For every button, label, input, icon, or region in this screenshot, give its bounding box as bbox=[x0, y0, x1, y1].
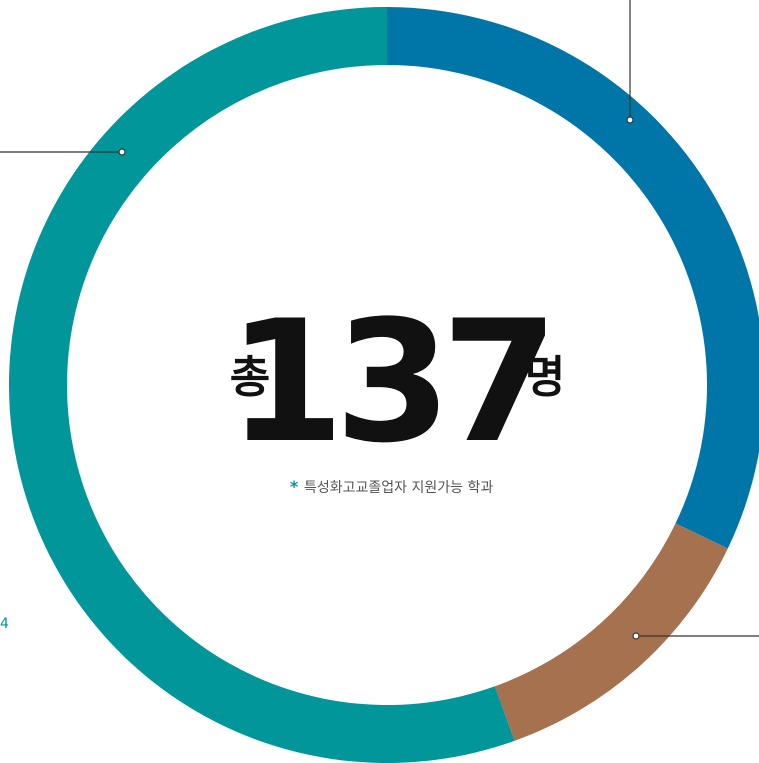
note: 특성화고교졸업자 지원가능 학과 bbox=[304, 480, 493, 496]
note-mark: * bbox=[290, 477, 299, 496]
donut-segment bbox=[494, 523, 728, 741]
donut-segment bbox=[387, 7, 759, 549]
leader-dot bbox=[632, 632, 640, 640]
leader-lines bbox=[0, 0, 759, 640]
center-suffix: 명 bbox=[525, 352, 565, 403]
center-value: 137 bbox=[228, 284, 549, 480]
leader-dot bbox=[626, 116, 634, 124]
donut bbox=[9, 7, 759, 763]
leader-dot bbox=[118, 148, 126, 156]
annotation: 4 bbox=[0, 616, 9, 632]
center-prefix: 총 bbox=[230, 352, 270, 403]
